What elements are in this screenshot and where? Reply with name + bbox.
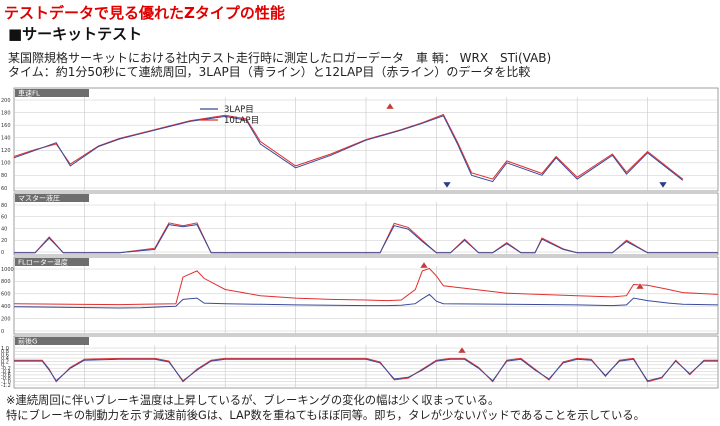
y-tick-label: -1.0 [1,379,11,385]
y-tick-label: 100 [1,161,11,167]
y-tick-label: -0.8 [1,376,11,382]
panel-title-bar [15,89,89,97]
series-line-lap3 [13,115,684,183]
page-title: テストデータで見る優れたZタイプの性能 [4,4,285,22]
y-tick-label: 1.0 [1,346,9,352]
panel-title-bar [15,194,89,202]
y-tick-label: -0.4 [1,369,11,375]
y-tick-label: 60 [1,215,7,221]
y-tick-label: 600 [1,292,11,298]
footnote-line-2: 特にブレーキの制動力を示す減速前後Gは、LAP数を重ねてもほぼ同等。即ち，タレが… [6,409,645,422]
description-line-2: タイム：約1分50秒にて連続周回，3LAP目（青ライン）と12LAP目（赤ライン… [8,65,531,79]
logger-chart: 2001801601401201008060車速FL3LAP目10LAP目806… [1,87,719,389]
marker-triangle [658,181,668,189]
y-tick-label: -0.2 [1,366,11,372]
y-tick-label: 0.8 [1,349,9,355]
panel-title: マスター液圧 [18,194,60,203]
y-tick-label: -0.6 [1,373,11,379]
series-line-lap12 [13,113,684,180]
y-tick-label: 40 [1,226,7,232]
series-line-lap3 [14,358,718,382]
y-tick-label: 160 [1,123,11,129]
panel-title: 車速FL [18,89,40,98]
section-title: ■サーキットテスト [8,25,143,43]
y-tick-label: 0.4 [1,356,9,362]
y-tick-label: 140 [1,136,11,142]
y-tick-label: 400 [1,304,11,310]
y-tick-label: 0.6 [1,353,9,359]
series-line-lap12 [14,357,718,383]
panel-title: FLローター温度 [18,258,68,267]
y-tick-label: 0 [1,329,4,335]
y-tick-label: 0 [1,363,4,369]
y-tick-label: 80 [1,203,7,209]
y-tick-label: 0.2 [1,359,9,365]
legend-label: 10LAP目 [224,116,259,126]
marker-triangle [635,282,645,290]
y-tick-label: 60 [1,186,7,192]
y-tick-label: 0 [1,250,4,256]
y-tick-label: 20 [1,238,7,244]
panel-title: 前後G [18,337,37,346]
footnote-line-1: ※連続周回に伴いブレーキ温度は上昇しているが、ブレーキングの変化の幅は少く収まっ… [6,394,500,407]
y-tick-label: -1.2 [1,383,11,389]
marker-triangle [442,181,452,189]
y-tick-label: 180 [1,110,11,116]
y-tick-label: 1000 [1,267,14,273]
y-tick-label: 120 [1,148,11,154]
description-line-1: 某国際規格サーキットにおける社内テスト走行時に測定したロガーデータ 車 輌： W… [8,51,552,65]
y-tick-label: 200 [1,316,11,322]
marker-triangle [385,102,395,110]
series-line-lap12 [13,267,719,306]
marker-triangle [419,261,429,269]
marker-triangle [457,346,467,354]
legend-label: 3LAP目 [224,105,254,115]
y-tick-label: 80 [1,173,7,179]
panel-title-bar [15,337,89,345]
y-tick-label: 800 [1,279,11,285]
panel-title-bar [15,258,89,266]
y-tick-label: 200 [1,98,11,104]
series-line-lap3 [14,224,718,254]
series-line-lap3 [13,293,719,309]
